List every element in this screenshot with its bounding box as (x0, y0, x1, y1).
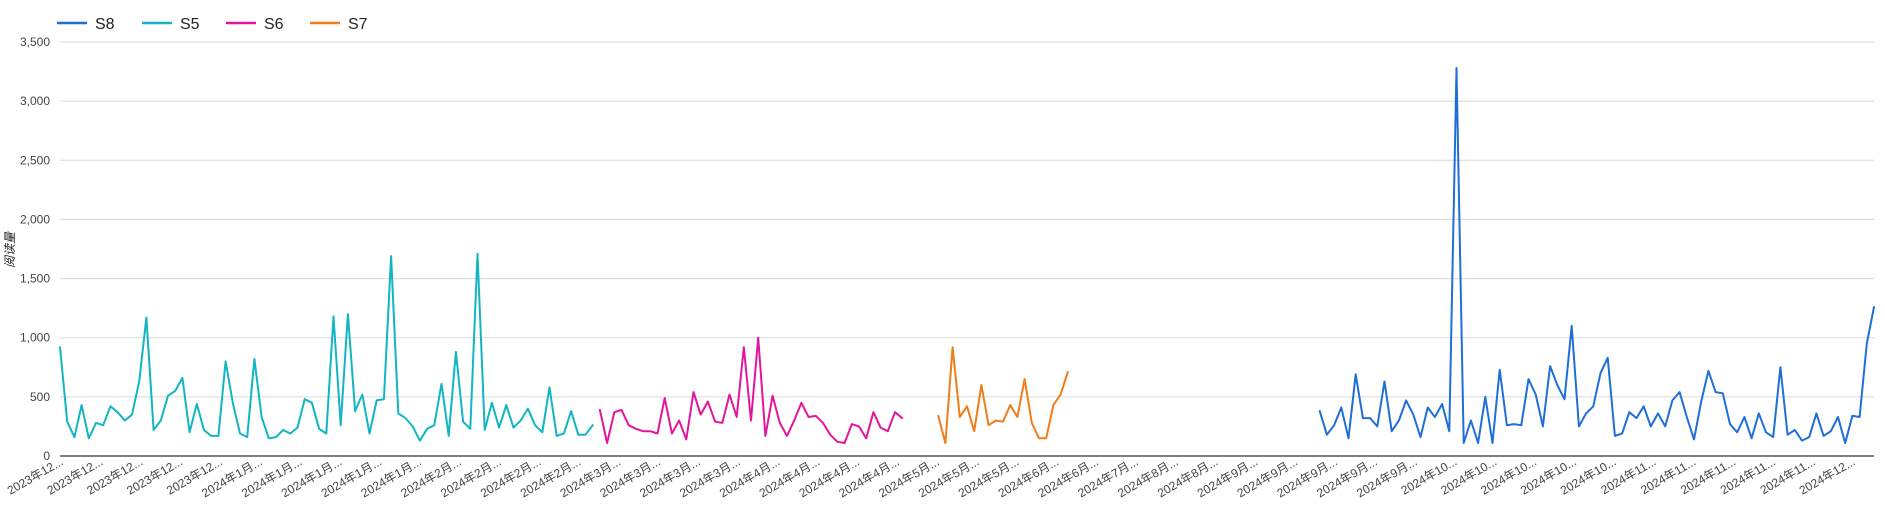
legend-label-s5: S5 (180, 16, 200, 33)
y-axis-title: 阅读量 (3, 231, 17, 268)
y-tick-label: 1,500 (20, 272, 50, 286)
legend-label-s6: S6 (264, 16, 284, 33)
y-tick-label: 500 (30, 390, 50, 404)
series-lines (59, 67, 1875, 444)
grid (60, 41, 1874, 457)
y-tick-label: 3,000 (20, 94, 50, 108)
y-axis: 0 500 1,000 1,500 2,000 2,500 3,000 3,500 (20, 35, 50, 463)
y-tick-label: 3,500 (20, 35, 50, 49)
legend-label-s8: S8 (95, 16, 115, 33)
y-tick-label: 1,000 (20, 331, 50, 345)
x-axis: 2023年12...2023年12...2023年12...2023年12...… (5, 454, 1858, 500)
y-tick-label: 2,500 (20, 153, 50, 167)
series-line-s5 (59, 252, 594, 442)
series-line-s8 (1318, 67, 1875, 444)
series-line-s7 (937, 346, 1069, 444)
y-tick-label: 0 (43, 449, 50, 463)
legend-label-s7: S7 (348, 16, 368, 33)
y-tick-label: 2,000 (20, 212, 50, 226)
legend: S8 S5 S6 S7 (57, 16, 368, 33)
series-line-s6 (598, 336, 904, 444)
